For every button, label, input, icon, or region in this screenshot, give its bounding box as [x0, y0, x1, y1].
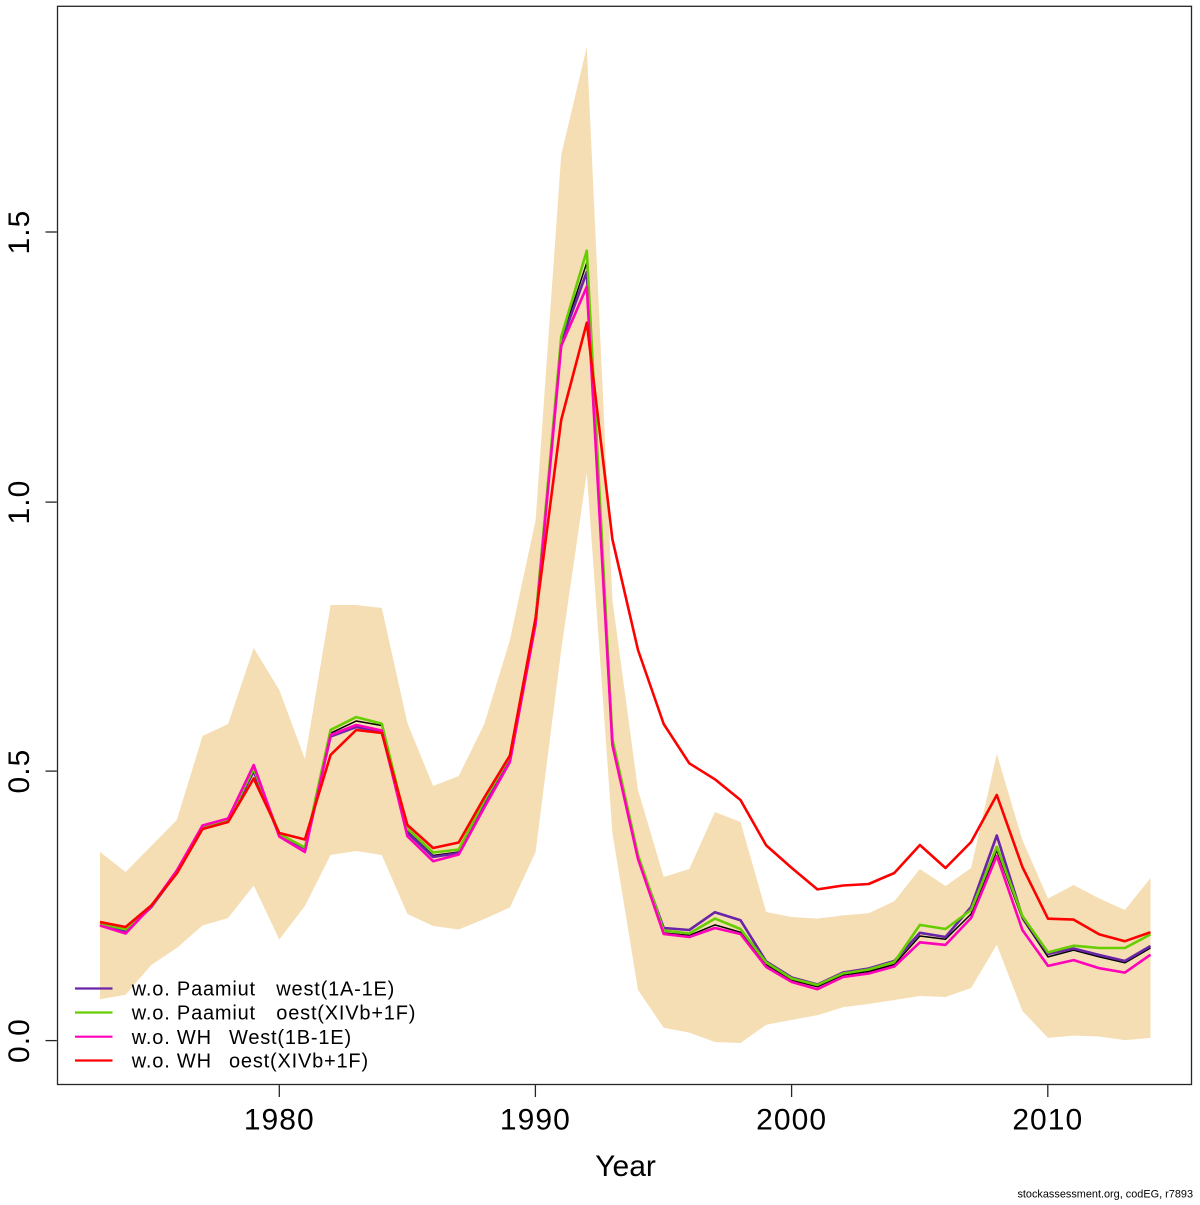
svg-text:w.o. WH: w.o. WH: [131, 1051, 212, 1073]
svg-text:2010: 2010: [1012, 1103, 1083, 1136]
svg-text:oest(XIVb+1F): oest(XIVb+1F): [229, 1051, 369, 1073]
svg-text:oest(XIVb+1F): oest(XIVb+1F): [276, 1003, 416, 1025]
svg-text:west(1A-1E): west(1A-1E): [275, 979, 395, 1001]
svg-text:1.5: 1.5: [3, 210, 36, 255]
svg-text:stockassessment.org, codEG, r7: stockassessment.org, codEG, r7893: [1017, 1189, 1193, 1201]
svg-text:West(1B-1E): West(1B-1E): [229, 1027, 352, 1049]
svg-text:1990: 1990: [500, 1103, 571, 1136]
svg-text:0.5: 0.5: [3, 749, 36, 794]
svg-text:0.0: 0.0: [3, 1018, 36, 1063]
svg-text:1.0: 1.0: [3, 480, 36, 525]
svg-text:1980: 1980: [244, 1103, 315, 1136]
svg-text:w.o. Paamiut: w.o. Paamiut: [131, 979, 256, 1001]
svg-text:w.o. WH: w.o. WH: [131, 1027, 212, 1049]
svg-text:w.o. Paamiut: w.o. Paamiut: [131, 1003, 256, 1025]
svg-text:2000: 2000: [756, 1103, 827, 1136]
svg-text:Year: Year: [595, 1150, 656, 1183]
